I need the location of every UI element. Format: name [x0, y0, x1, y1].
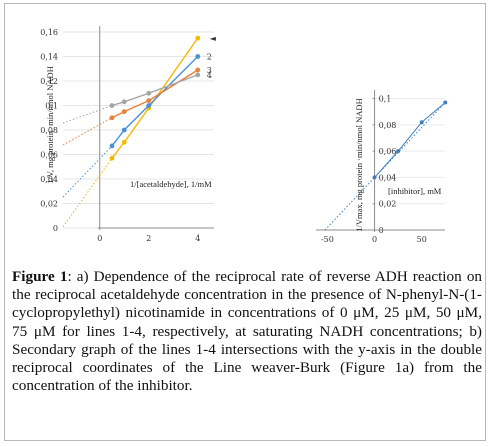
figure-label: Figure 1 — [12, 268, 68, 285]
b-x-tick-label: 50 — [417, 235, 427, 244]
a-series-2-extrapolation — [62, 145, 113, 198]
a-series-1-point — [195, 35, 201, 41]
b-y-tick-label: 0,02 — [379, 200, 397, 209]
b-series-point — [419, 120, 424, 125]
a-y-tick-label: 0,06 — [40, 151, 58, 160]
b-x-tick-label: -50 — [321, 235, 334, 244]
a-series-2-point — [146, 103, 152, 108]
a-series-2-point — [109, 143, 115, 149]
caption-text: : a) Dependence of the reciprocal rate o… — [12, 268, 483, 395]
b-y-tick-label: 0,08 — [379, 121, 397, 130]
a-series-3-extrapolation — [62, 117, 113, 146]
a-series-1-line — [111, 37, 199, 159]
a-y-tick-label: 0,04 — [40, 175, 58, 184]
a-series-4-point — [146, 90, 152, 96]
a-y-tick-label: 0,12 — [40, 77, 58, 86]
a-y-axis-label: 1/V, mg protein ·min/nmol NADH — [45, 66, 55, 184]
a-series-4-point — [195, 72, 201, 78]
a-x-tick-label: 2 — [146, 234, 151, 243]
a-series-2-line — [111, 56, 199, 147]
a-series-label: 2 — [207, 53, 212, 62]
a-y-tick-label: 0,08 — [40, 126, 58, 135]
figure-caption: Figure 1: a) Dependence of the reciproca… — [12, 268, 482, 395]
a-series-1-point — [109, 155, 115, 161]
b-y-tick-label: 0,04 — [379, 173, 397, 182]
a-series-4-point — [109, 103, 115, 108]
a-series-1-point — [121, 139, 127, 145]
b-y-tick-label: 0,1 — [379, 95, 392, 104]
a-series-2-point — [195, 54, 201, 59]
b-y-axis-label: 1/Vmax, mg protein ·min/nmol NADH — [354, 98, 364, 231]
a-y-tick-label: 0,14 — [40, 53, 58, 62]
b-series-line — [374, 102, 446, 178]
a-series-1-extrapolation — [62, 157, 113, 228]
a-x-tick-label: 4 — [195, 234, 200, 243]
a-x-tick-label: 0 — [97, 234, 102, 243]
b-series-point — [443, 100, 448, 105]
b-x-tick-label: 0 — [372, 235, 377, 244]
a-series-4-extrapolation — [62, 105, 113, 124]
figure-frame — [4, 3, 486, 441]
b-series-point — [396, 149, 401, 154]
a-series-label: 3 — [207, 66, 212, 75]
a-series-3-point — [121, 109, 127, 115]
a-x-axis-label: 1/[acetaldehyde], 1/mM — [130, 179, 212, 189]
a-series-label: 4 — [207, 71, 212, 80]
a-y-tick-label: 0 — [53, 224, 58, 233]
a-series-3-point — [146, 98, 152, 103]
a-series-2-point — [121, 127, 127, 133]
b-x-axis-label: [inhibitor], mM — [388, 186, 442, 196]
a-series-3-point — [109, 115, 115, 121]
a-series-4-line — [111, 74, 198, 107]
a-y-tick-label: 0,1 — [45, 102, 58, 111]
figure-charts: 00,020,040,060,080,10,120,140,160 2 41/[ac… — [40, 26, 448, 244]
b-y-tick-label: 0,06 — [379, 147, 397, 156]
a-y-tick-label: 0,16 — [40, 28, 58, 37]
a-series-4-point — [121, 99, 127, 105]
a-series-3-point — [195, 67, 201, 73]
a-y-tick-label: 0,02 — [40, 200, 58, 209]
a-series-label: ◄ — [210, 34, 217, 43]
a-series-3-line — [111, 69, 199, 119]
b-series-point — [372, 175, 377, 180]
